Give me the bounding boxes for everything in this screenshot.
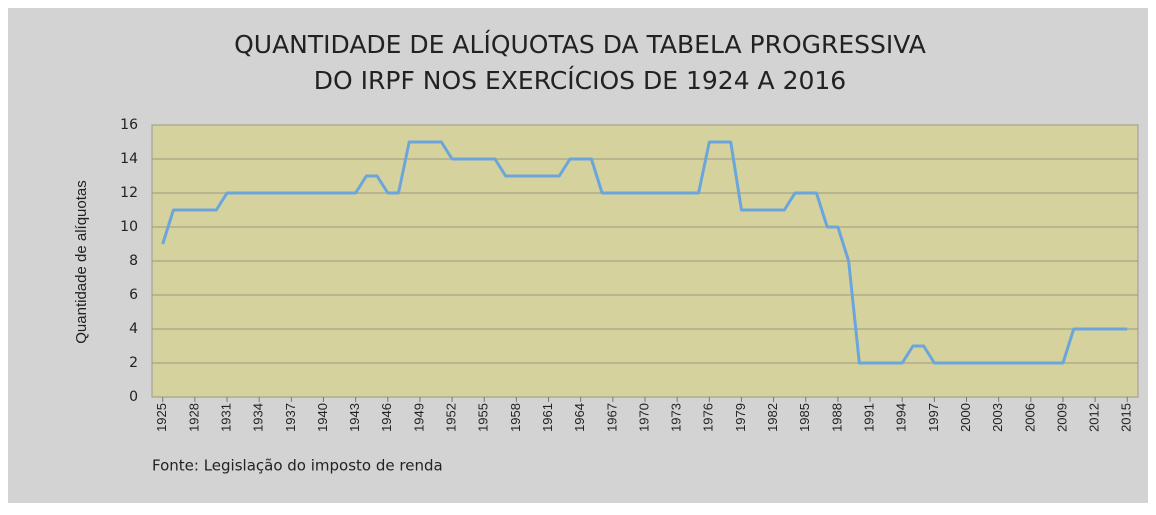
x-tick-label: 1979 — [733, 403, 748, 432]
x-tick-label: 1973 — [669, 403, 684, 432]
x-tick-label: 1997 — [926, 403, 941, 432]
x-tick-label: 1958 — [508, 403, 523, 432]
x-tick-label: 1988 — [829, 403, 844, 432]
x-tick-label: 1931 — [218, 403, 233, 432]
x-tick-label: 1946 — [379, 403, 394, 432]
y-tick-label: 16 — [120, 117, 138, 133]
y-tick-label: 0 — [129, 389, 138, 405]
x-tick-label: 1994 — [894, 403, 909, 432]
x-tick-label: 2012 — [1087, 403, 1102, 432]
x-tick-label: 1991 — [862, 403, 877, 432]
y-tick-label: 2 — [129, 355, 138, 371]
x-tick-label: 1961 — [540, 403, 555, 432]
x-tick-label: 1982 — [765, 403, 780, 432]
x-tick-label: 1976 — [701, 403, 716, 432]
x-tick-label: 1940 — [315, 403, 330, 432]
y-tick-label: 12 — [120, 185, 138, 201]
x-tick-label: 1985 — [797, 403, 812, 432]
x-tick-label: 1955 — [476, 403, 491, 432]
x-tick-label: 2000 — [958, 403, 973, 432]
x-tick-label: 2009 — [1054, 403, 1069, 432]
x-tick-label: 1934 — [251, 403, 266, 432]
x-tick-label: 2006 — [1022, 403, 1037, 432]
x-tick-label: 1970 — [636, 403, 651, 432]
x-tick-label: 1949 — [411, 403, 426, 432]
x-tick-label: 1937 — [283, 403, 298, 432]
y-tick-label: 4 — [129, 321, 138, 337]
y-tick-label: 14 — [120, 151, 138, 167]
y-tick-label: 10 — [120, 219, 138, 235]
y-axis-label: Quantidade de alíquotas — [73, 180, 90, 343]
x-tick-label: 1943 — [347, 403, 362, 432]
chart-title: QUANTIDADE DE ALÍQUOTAS DA TABELA PROGRE… — [234, 30, 926, 59]
x-tick-label: 1964 — [572, 403, 587, 432]
y-tick-label: 8 — [129, 253, 138, 269]
x-tick-label: 1928 — [186, 403, 201, 432]
chart-title: DO IRPF NOS EXERCÍCIOS DE 1924 A 2016 — [314, 66, 846, 95]
x-tick-label: 2003 — [990, 403, 1005, 432]
source-note: Fonte: Legislação do imposto de renda — [152, 457, 443, 475]
x-tick-label: 1967 — [604, 403, 619, 432]
y-tick-label: 6 — [129, 287, 138, 303]
data-line — [161, 140, 1128, 365]
x-tick-label: 1925 — [154, 403, 169, 432]
x-tick-label: 1952 — [444, 403, 459, 432]
x-tick-label: 2015 — [1119, 403, 1134, 432]
